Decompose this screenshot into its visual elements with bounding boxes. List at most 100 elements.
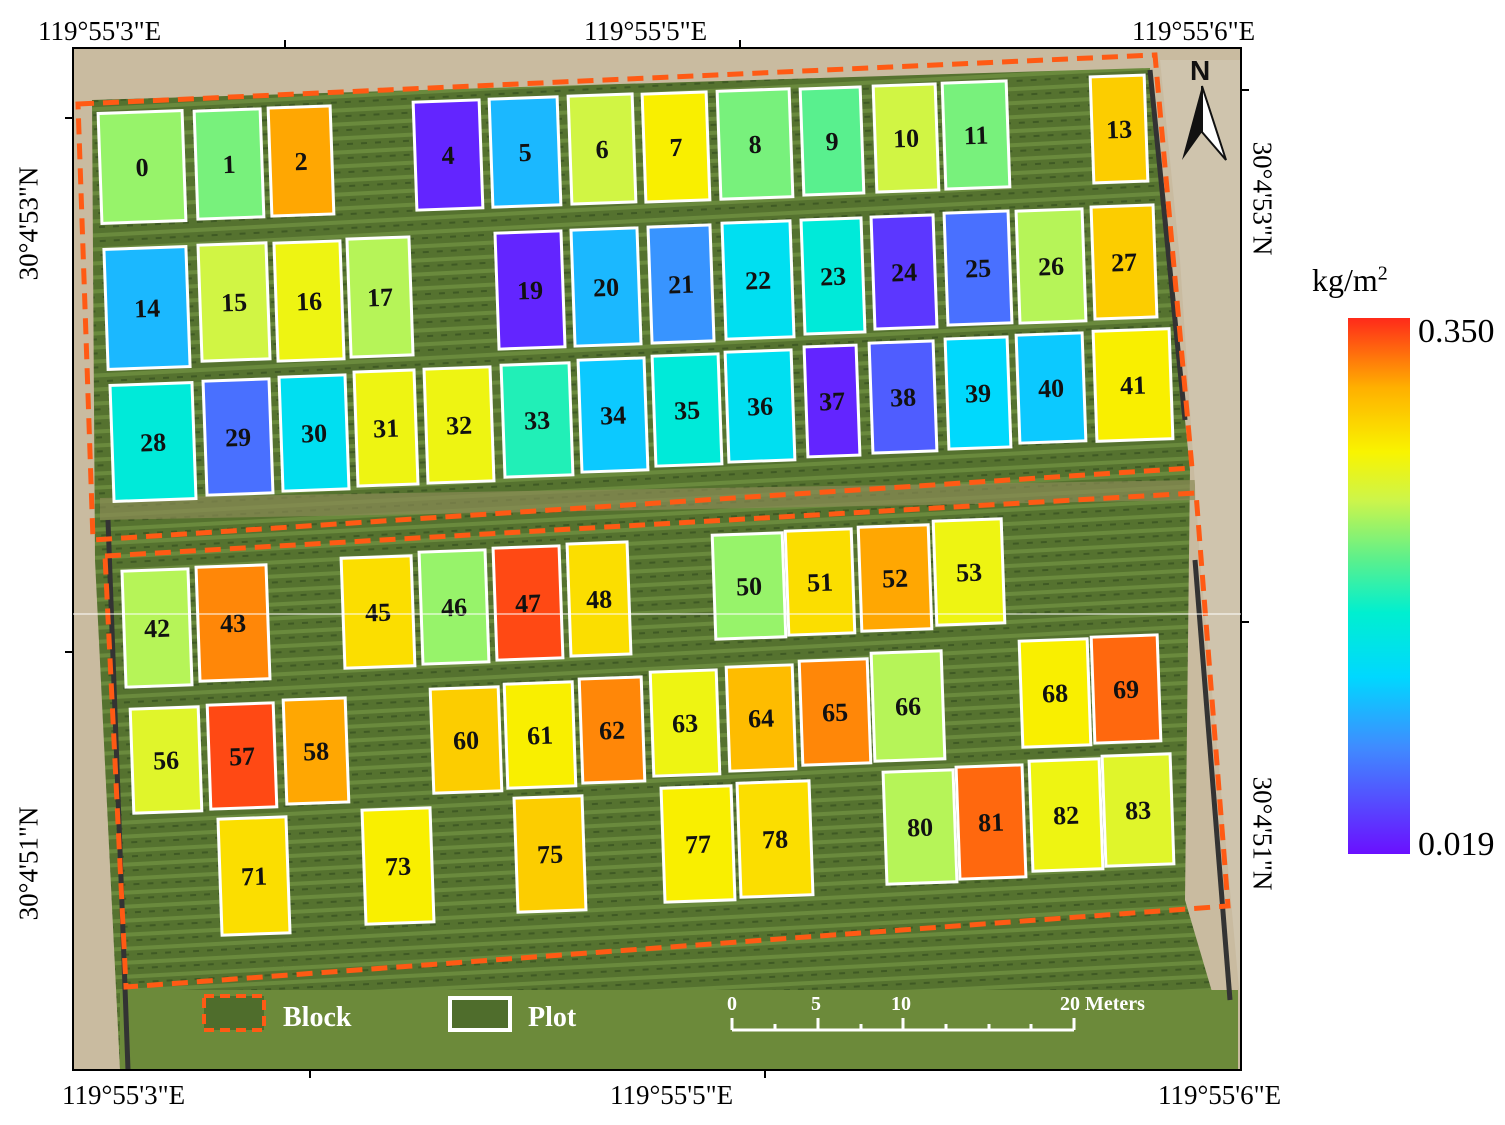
plot-rect (196, 241, 272, 363)
plot-63: 63 (648, 668, 722, 778)
coord-top-right: 119°55'6"E (1132, 16, 1256, 46)
plot-rect (577, 675, 647, 785)
block-legend-swatch (202, 994, 266, 1032)
plot-label: 65 (822, 698, 849, 728)
plot-33: 33 (499, 361, 575, 479)
plot-11: 11 (940, 79, 1012, 191)
scale-tick-0: 0 (727, 993, 737, 1015)
plot-rect (360, 806, 436, 926)
plot-34: 34 (576, 356, 650, 474)
plot-64: 64 (724, 663, 798, 773)
plot-rect (194, 563, 272, 683)
plot-rect (797, 657, 873, 767)
plot-label: 43 (220, 609, 247, 639)
plot-rect (205, 701, 279, 811)
plot-75: 75 (512, 794, 588, 914)
plot-48: 48 (565, 540, 633, 658)
block-north (75, 52, 1195, 543)
plot-label: 56 (153, 746, 180, 776)
plot-label: 25 (965, 254, 992, 284)
plot-rect (108, 381, 198, 503)
plot-43: 43 (194, 563, 272, 683)
plot-rect (512, 794, 588, 914)
plot-label: 34 (600, 401, 627, 431)
plot-label: 77 (685, 830, 712, 860)
plot-rect (502, 680, 578, 790)
scale-tick-10: 10 (891, 993, 911, 1015)
plot-label: 27 (1111, 248, 1138, 278)
plot-9: 9 (798, 85, 866, 197)
plot-label: 8 (748, 130, 762, 159)
plot-label: 21 (668, 270, 695, 300)
plot-label: 23 (820, 262, 847, 292)
plot-rect (120, 567, 194, 689)
plot-rect (493, 229, 567, 351)
scale-tick-20: 20 Meters (1060, 993, 1145, 1015)
plot-57: 57 (205, 701, 279, 811)
plot-25: 25 (942, 209, 1014, 327)
plot-60: 60 (428, 685, 504, 795)
plot-16: 16 (272, 239, 346, 363)
plot-label: 78 (762, 825, 789, 855)
scale-tick-5: 5 (811, 993, 821, 1015)
plot-80: 80 (881, 768, 959, 886)
plot-29: 29 (201, 377, 275, 497)
plot-rect (428, 685, 504, 795)
map-frame (72, 47, 1242, 1071)
plot-62: 62 (577, 675, 647, 785)
plot-label: 71 (241, 862, 268, 892)
plot-label: 24 (891, 258, 918, 288)
frame-ticks (65, 40, 1249, 1078)
plot-label: 4 (441, 141, 455, 170)
plot-rect (856, 523, 934, 633)
plot-label: 16 (296, 287, 323, 317)
plot-rect (931, 517, 1007, 627)
plot-40: 40 (1014, 331, 1088, 445)
plot-77: 77 (659, 784, 737, 904)
plot-label: 17 (367, 283, 394, 313)
plot-legend-swatch (448, 996, 512, 1032)
plot-30: 30 (277, 373, 351, 493)
plot-38: 38 (867, 339, 939, 455)
plot-label: 48 (586, 585, 613, 615)
coord-right-top: 30°4'53"N (1247, 141, 1278, 256)
plot-label: 2 (294, 147, 308, 176)
plot-label: 11 (963, 121, 989, 151)
plot-label: 37 (819, 387, 846, 417)
colorbar-max-label: 0.350 (1418, 313, 1495, 350)
block-south (102, 490, 1231, 990)
plot-label: 19 (517, 276, 544, 306)
plot-label: 0 (135, 153, 149, 182)
plot-label: 63 (672, 709, 699, 739)
plot-rect (216, 815, 292, 937)
plot-rect (281, 696, 351, 806)
north-label: N (1190, 55, 1210, 86)
plot-label: 14 (134, 294, 161, 324)
plot-19: 19 (493, 229, 567, 351)
plot-rect (1088, 73, 1150, 185)
plot-36: 36 (723, 348, 797, 464)
plot-2: 2 (266, 104, 336, 218)
plot-rect (566, 92, 638, 206)
plot-rect (942, 209, 1014, 327)
block-outlines (75, 52, 1231, 990)
plot-label: 52 (882, 564, 909, 594)
plot-0: 0 (96, 109, 188, 225)
plot-27: 27 (1089, 203, 1159, 321)
plot-rect (648, 668, 722, 778)
plot-rect (940, 79, 1012, 191)
plot-label: 41 (1120, 371, 1147, 401)
plot-17: 17 (345, 235, 415, 359)
plot-23: 23 (799, 216, 867, 336)
plot-label: 62 (599, 716, 626, 746)
plot-39: 39 (943, 335, 1013, 451)
plot-rect (735, 779, 815, 899)
plot-66: 66 (869, 649, 947, 763)
plot-label: 5 (518, 138, 532, 167)
plot-rect (1089, 633, 1163, 745)
plot-label: 42 (144, 614, 171, 644)
coord-top-mid: 119°55'5"E (584, 16, 708, 46)
plot-rect (802, 343, 862, 459)
